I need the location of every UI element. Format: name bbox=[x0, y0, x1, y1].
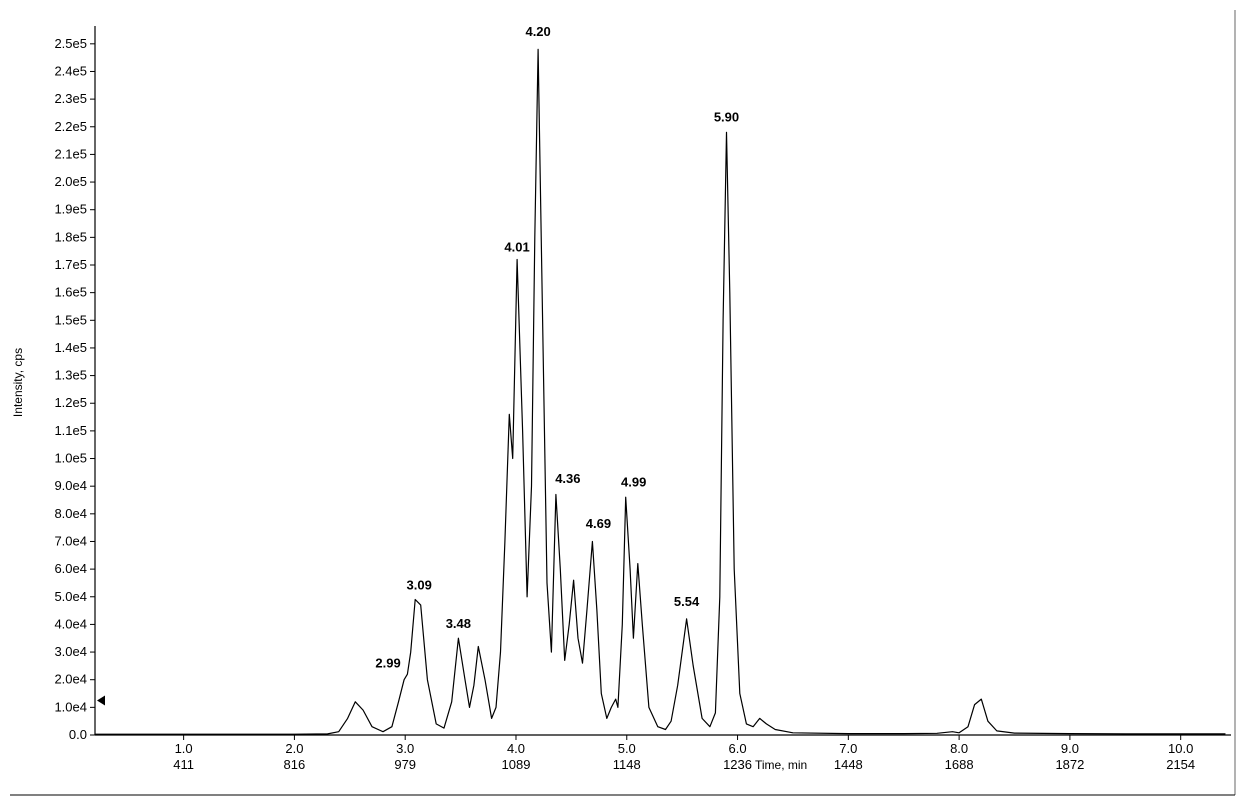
y-tick-label: 5.0e4 bbox=[54, 589, 87, 604]
y-tick-label: 4.0e4 bbox=[54, 616, 87, 631]
x-secondary-label: 2154 bbox=[1166, 757, 1195, 772]
peak-label: 3.48 bbox=[446, 616, 471, 631]
peak-label: 4.69 bbox=[586, 516, 611, 531]
x-tick-label: 5.0 bbox=[618, 741, 636, 756]
y-tick-label: 1.7e5 bbox=[54, 257, 87, 272]
x-tick-label: 1.0 bbox=[175, 741, 193, 756]
y-tick-label: 1.3e5 bbox=[54, 368, 87, 383]
x-tick-label: 8.0 bbox=[950, 741, 968, 756]
y-axis-label: Intensity, cps bbox=[11, 348, 25, 417]
x-tick-label: 2.0 bbox=[285, 741, 303, 756]
y-tick-label: 2.2e5 bbox=[54, 119, 87, 134]
x-secondary-label: 816 bbox=[284, 757, 306, 772]
x-secondary-label: 1872 bbox=[1055, 757, 1084, 772]
y-tick-label: 1.6e5 bbox=[54, 285, 87, 300]
peak-label: 2.99 bbox=[375, 655, 400, 670]
x-tick-label: 4.0 bbox=[507, 741, 525, 756]
x-tick-label: 7.0 bbox=[839, 741, 857, 756]
y-tick-label: 9.0e4 bbox=[54, 478, 87, 493]
peak-label: 5.90 bbox=[714, 110, 739, 125]
peak-label: 4.20 bbox=[525, 24, 550, 39]
x-axis-label: Time, min bbox=[755, 758, 807, 772]
y-tick-label: 1.0e4 bbox=[54, 699, 87, 714]
peak-label: 3.09 bbox=[407, 578, 432, 593]
y-tick-label: 0.0 bbox=[69, 727, 87, 742]
x-secondary-label: 411 bbox=[173, 757, 194, 772]
y-tick-label: 1.5e5 bbox=[54, 312, 87, 327]
chart-svg: 0.0 1.0e4 2.0e4 3.0e4 4.0e4 5.0e4 6.0e4 7.0e4 8.… bbox=[0, 0, 1240, 797]
x-secondary-label: 1236 bbox=[723, 757, 752, 772]
y-tick-label: 7.0e4 bbox=[54, 533, 87, 548]
y-tick-label: 2.0e4 bbox=[54, 672, 87, 687]
y-tick-label: 2.5e5 bbox=[54, 36, 87, 51]
y-tick-label: 1.2e5 bbox=[54, 395, 87, 410]
x-secondary-label: 1089 bbox=[502, 757, 531, 772]
y-tick-label: 2.4e5 bbox=[54, 63, 87, 78]
y-tick-label: 1.8e5 bbox=[54, 229, 87, 244]
peak-label: 4.99 bbox=[621, 474, 646, 489]
x-secondary-label: 1688 bbox=[945, 757, 974, 772]
y-tick-label: 2.1e5 bbox=[54, 146, 87, 161]
x-tick-label: 3.0 bbox=[396, 741, 414, 756]
y-tick-label: 2.3e5 bbox=[54, 91, 87, 106]
peak-label: 4.01 bbox=[504, 239, 529, 254]
y-tick-label: 2.0e5 bbox=[54, 174, 87, 189]
y-tick-label: 1.9e5 bbox=[54, 202, 87, 217]
x-tick-label: 9.0 bbox=[1061, 741, 1079, 756]
peak-label: 4.36 bbox=[555, 471, 580, 486]
x-secondary-label: 1148 bbox=[613, 757, 641, 772]
y-tick-label: 8.0e4 bbox=[54, 506, 87, 521]
x-secondary-label: 1448 bbox=[834, 757, 863, 772]
peak-label: 5.54 bbox=[674, 594, 700, 609]
y-tick-label: 3.0e4 bbox=[54, 644, 87, 659]
y-tick-label: 1.4e5 bbox=[54, 340, 87, 355]
y-tick-label: 1.1e5 bbox=[54, 423, 87, 438]
y-tick-label: 1.0e5 bbox=[54, 451, 87, 466]
x-tick-label: 10.0 bbox=[1168, 741, 1193, 756]
x-tick-label: 6.0 bbox=[729, 741, 747, 756]
chromatogram-chart: 0.0 1.0e4 2.0e4 3.0e4 4.0e4 5.0e4 6.0e4 7.0e4 8.… bbox=[0, 0, 1240, 797]
y-tick-label: 6.0e4 bbox=[54, 561, 87, 576]
x-secondary-label: 979 bbox=[394, 757, 416, 772]
